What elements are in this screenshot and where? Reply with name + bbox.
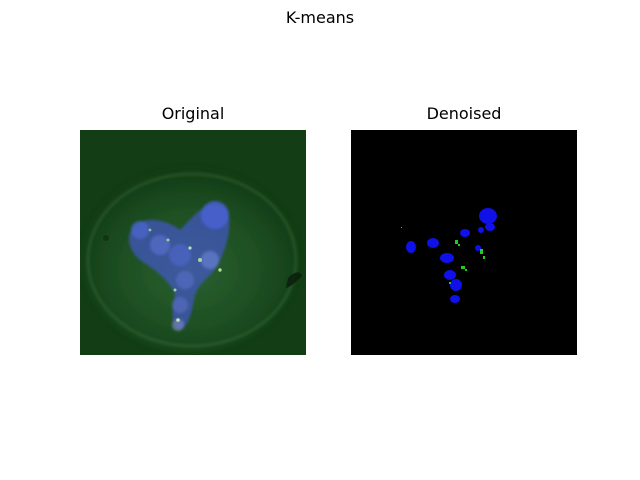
denoised-segmented-image <box>351 130 577 355</box>
panel-title-denoised: Denoised <box>426 104 502 123</box>
original-image-panel <box>80 130 306 355</box>
figure-title: K-means <box>285 8 355 27</box>
original-microscopy-image <box>80 130 306 355</box>
panel-title-original: Original <box>161 104 225 123</box>
denoised-image-panel <box>351 130 577 355</box>
